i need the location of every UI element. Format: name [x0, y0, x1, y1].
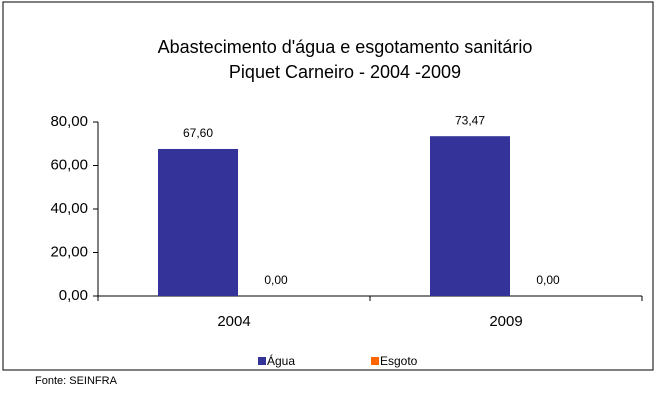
source-note: Fonte: SEINFRA [35, 375, 118, 387]
legend-swatch [371, 357, 379, 365]
value-label: 0,00 [536, 273, 560, 287]
value-label: 73,47 [455, 113, 485, 127]
x-tick-label: 2009 [489, 313, 522, 330]
y-tick-label: 40,00 [50, 200, 88, 217]
chart-subtitle: Piquet Carneiro - 2004 -2009 [229, 62, 461, 82]
bar [158, 148, 238, 296]
value-label: 67,60 [183, 126, 213, 140]
chart-title: Abastecimento d'água e esgotamento sanit… [158, 37, 533, 57]
legend-label: Esgoto [380, 354, 418, 368]
x-tick-label: 2004 [217, 313, 250, 330]
y-tick-label: 0,00 [59, 287, 88, 304]
y-tick-label: 60,00 [50, 156, 88, 173]
legend-label: Água [267, 353, 295, 368]
legend-swatch [258, 357, 266, 365]
y-tick-label: 80,00 [50, 113, 88, 130]
bar [430, 136, 510, 296]
y-tick-label: 20,00 [50, 243, 88, 260]
chart-frame [2, 1, 654, 371]
value-label: 0,00 [264, 273, 288, 287]
